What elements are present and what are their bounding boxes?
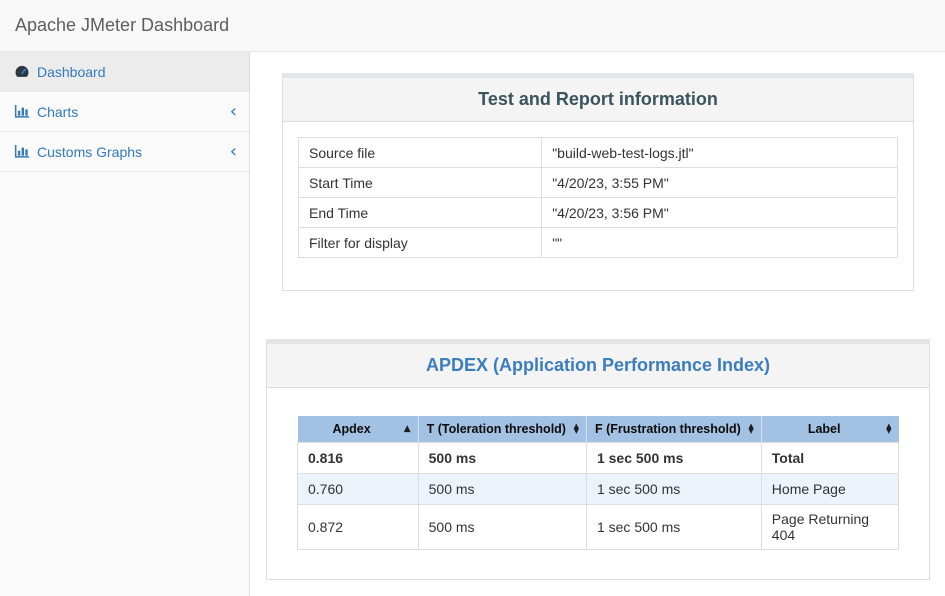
- sidebar: Dashboard Charts ‹ Customs Graphs ‹: [0, 52, 250, 596]
- table-row: End Time "4/20/23, 3:56 PM": [297, 197, 898, 228]
- apdex-cell: 0.760: [297, 472, 419, 505]
- apdex-header-row: Apdex ▲ T (Toleration threshold) ▲ ▼ F (Frust…: [297, 416, 899, 442]
- apdex-cell: 500 ms: [417, 441, 587, 474]
- apdex-column-header-label[interactable]: Label ▲ ▼: [761, 416, 899, 442]
- info-row-label: Filter for display: [297, 227, 543, 258]
- apdex-cell: Home Page: [760, 472, 900, 505]
- sort-ascending-icon: ▲: [403, 423, 411, 434]
- apdex-cell: Total: [760, 441, 900, 474]
- apdex-panel-container: APDEX (Application Performance Index) Ap…: [266, 339, 930, 580]
- apdex-panel: APDEX (Application Performance Index) Ap…: [266, 339, 930, 580]
- sort-both-icon: ▲ ▼: [573, 421, 579, 435]
- sort-both-icon: ▲ ▼: [886, 421, 892, 435]
- page-layout: Dashboard Charts ‹ Customs Graphs ‹ Test and…: [0, 52, 945, 596]
- apdex-panel-title: APDEX (Application Performance Index): [425, 355, 771, 375]
- apdex-cell: 0.816: [297, 441, 419, 474]
- apdex-column-header-apdex[interactable]: Apdex ▲: [297, 416, 419, 442]
- info-row-value: "build-web-test-logs.jtl": [541, 137, 898, 168]
- column-header-label: Apdex: [332, 421, 371, 436]
- sidebar-item-label: Customs Graphs: [37, 143, 143, 160]
- info-panel-title: Test and Report information: [478, 89, 718, 109]
- info-row-value: "4/20/23, 3:56 PM": [541, 197, 898, 228]
- apdex-panel-heading: APDEX (Application Performance Index): [267, 344, 929, 388]
- apdex-table-row: 0.760 500 ms 1 sec 500 ms Home Page: [297, 472, 900, 505]
- sidebar-item-label: Dashboard: [37, 63, 106, 80]
- apdex-cell: 500 ms: [417, 503, 587, 550]
- info-row-value: "4/20/23, 3:55 PM": [541, 167, 898, 198]
- info-row-label: Start Time: [297, 167, 543, 198]
- chevron-left-icon[interactable]: ‹: [229, 140, 237, 162]
- apdex-cell: 1 sec 500 ms: [585, 472, 762, 505]
- table-row: Source file "build-web-test-logs.jtl": [297, 137, 898, 168]
- apdex-table-row: 0.816 500 ms 1 sec 500 ms Total: [297, 441, 900, 474]
- apdex-cell: 1 sec 500 ms: [585, 503, 762, 550]
- app-title: Apache JMeter Dashboard: [15, 15, 230, 35]
- sidebar-item-charts[interactable]: Charts ‹: [0, 92, 249, 132]
- info-row-label: End Time: [297, 197, 543, 228]
- top-navbar: Apache JMeter Dashboard: [0, 0, 945, 52]
- apdex-table: Apdex ▲ T (Toleration threshold) ▲ ▼ F (Frust…: [297, 416, 900, 550]
- info-panel: Test and Report information Source file "…: [282, 73, 914, 291]
- sidebar-item-dashboard[interactable]: Dashboard: [0, 52, 249, 92]
- info-panel-container: Test and Report information Source file "…: [282, 73, 914, 291]
- chevron-left-icon[interactable]: ‹: [229, 100, 237, 122]
- column-header-label: Label: [807, 421, 841, 436]
- apdex-column-header-f[interactable]: F (Frustration threshold) ▲ ▼: [586, 416, 762, 442]
- apdex-panel-body: Apdex ▲ T (Toleration threshold) ▲ ▼ F (Frust…: [267, 388, 929, 579]
- info-panel-body: Source file "build-web-test-logs.jtl" Star…: [283, 122, 913, 290]
- info-panel-heading: Test and Report information: [283, 78, 913, 122]
- bar-chart-icon: [13, 105, 30, 118]
- table-row: Start Time "4/20/23, 3:55 PM": [297, 167, 898, 198]
- apdex-cell: 500 ms: [417, 472, 587, 505]
- apdex-cell: Page Returning 404: [760, 503, 900, 550]
- column-header-label: T (Toleration threshold): [426, 421, 566, 436]
- apdex-table-row: 0.872 500 ms 1 sec 500 ms Page Returning 40…: [297, 503, 900, 550]
- tachometer-icon: [13, 65, 30, 78]
- main-content: Test and Report information Source file "…: [250, 52, 945, 596]
- table-row: Filter for display "": [297, 227, 898, 258]
- sidebar-item-label: Charts: [37, 103, 79, 120]
- test-info-table: Source file "build-web-test-logs.jtl" Star…: [297, 137, 898, 258]
- apdex-column-header-t[interactable]: T (Toleration threshold) ▲ ▼: [418, 416, 587, 442]
- info-row-value: "": [541, 227, 898, 258]
- apdex-cell: 0.872: [297, 503, 419, 550]
- info-row-label: Source file: [297, 137, 543, 168]
- sort-both-icon: ▲ ▼: [748, 421, 754, 435]
- apdex-cell: 1 sec 500 ms: [585, 441, 762, 474]
- column-header-label: F (Frustration threshold): [594, 421, 741, 436]
- bar-chart-icon: [13, 145, 30, 158]
- sidebar-item-customs-graphs[interactable]: Customs Graphs ‹: [0, 132, 249, 172]
